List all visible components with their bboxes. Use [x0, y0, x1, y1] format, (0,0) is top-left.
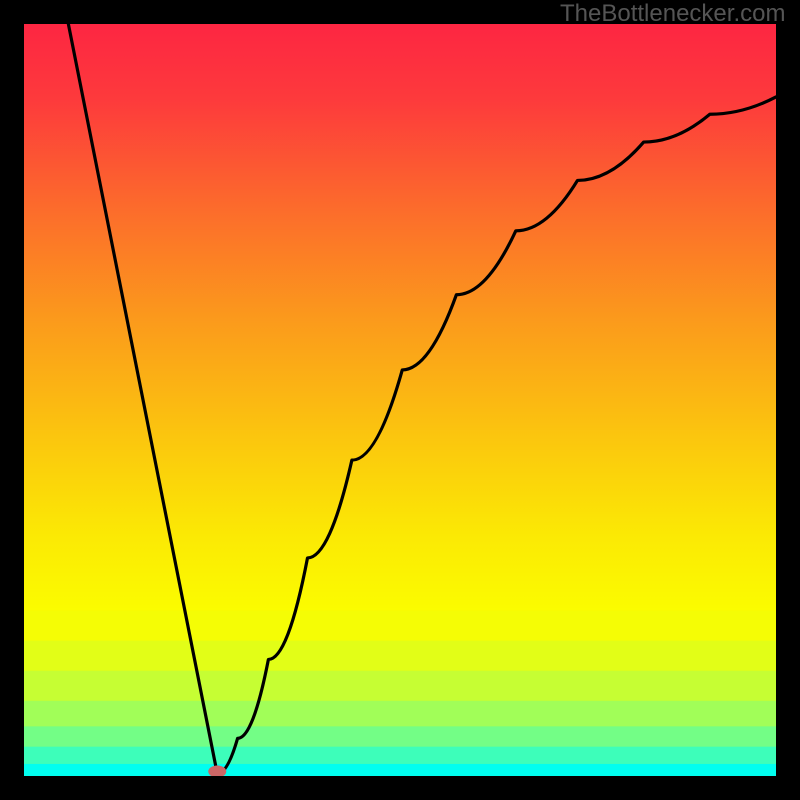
chart-frame: TheBottlenecker.com [0, 0, 800, 800]
plot-area [24, 24, 776, 776]
optimal-point-marker [208, 765, 226, 776]
bottleneck-curve [24, 24, 776, 776]
watermark-text: TheBottlenecker.com [560, 0, 785, 28]
